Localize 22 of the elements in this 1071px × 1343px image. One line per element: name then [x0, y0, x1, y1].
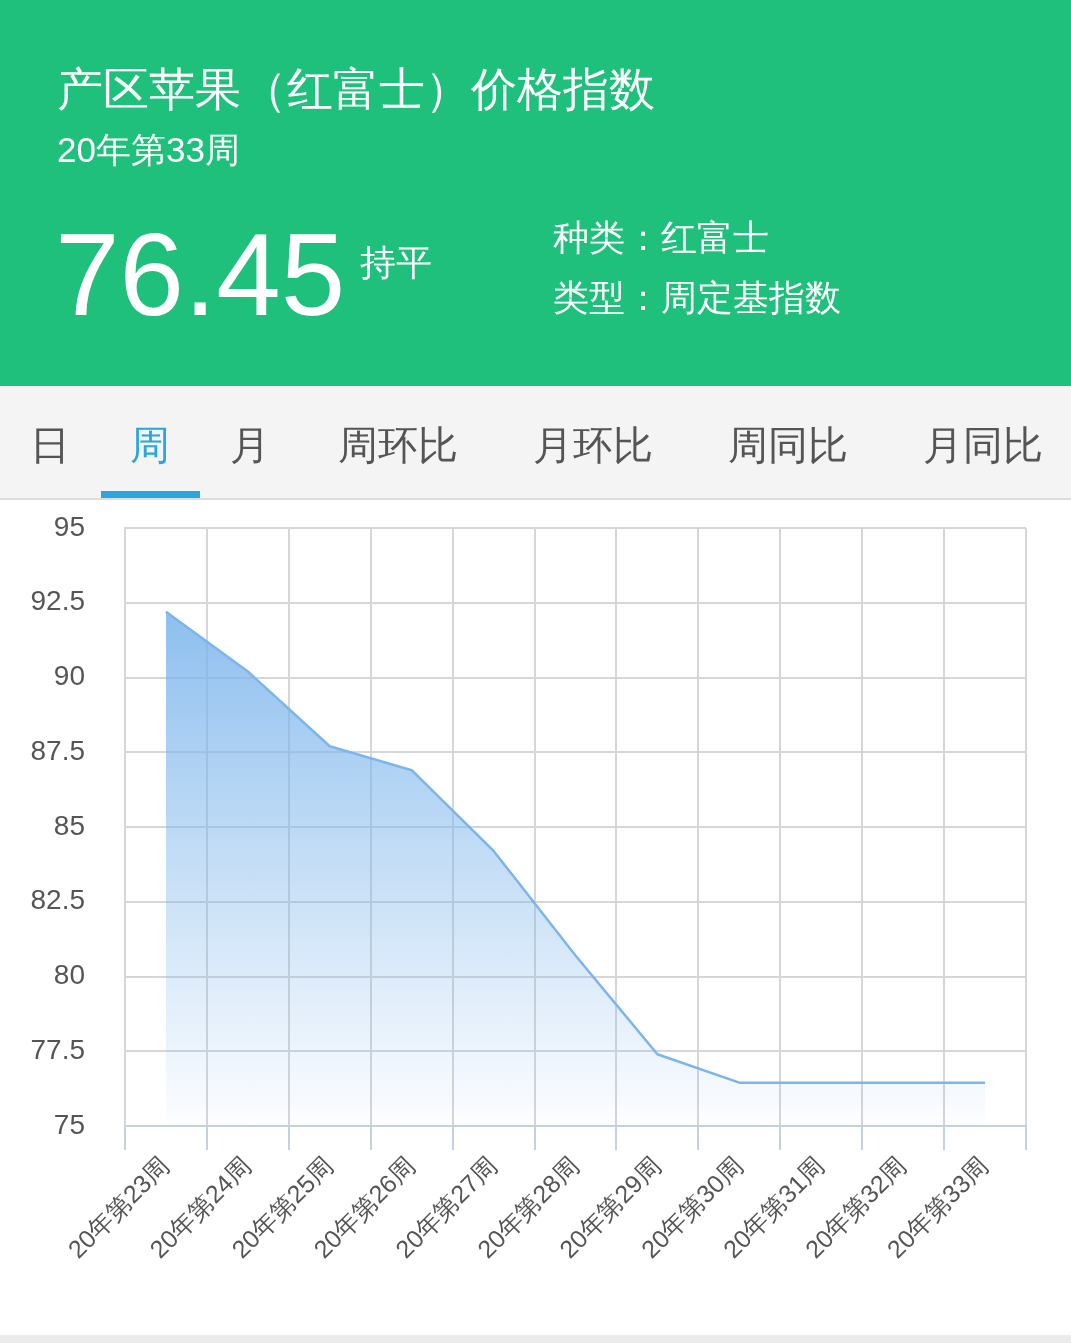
- text: 76.45: [55, 210, 346, 340]
- chart-subtitle: 20年第33周: [57, 130, 240, 169]
- text: 周: [130, 423, 170, 467]
- text: 日: [30, 423, 70, 467]
- y-tick-label: 95: [53, 510, 85, 542]
- text: 月环比: [532, 423, 654, 467]
- text: 月同比: [922, 423, 1044, 467]
- y-tick-label: 85: [53, 809, 85, 841]
- text: 月: [230, 423, 270, 467]
- y-tick-label: 80: [53, 959, 85, 991]
- text: 种类：红富士: [553, 217, 769, 258]
- text: 周同比: [727, 423, 849, 467]
- y-tick-label: 82.5: [30, 884, 85, 916]
- text: 周环比: [337, 423, 459, 467]
- y-tick-label: 87.5: [30, 734, 85, 766]
- y-tick-label: 77.5: [30, 1033, 85, 1065]
- text: 类型：周定基指数: [553, 277, 841, 318]
- y-tick-label: 90: [53, 660, 85, 692]
- chart-title: 产区苹果（红富士）价格指数: [57, 63, 655, 115]
- y-tick-label: 92.5: [30, 585, 85, 617]
- y-tick-label: 75: [53, 1108, 85, 1140]
- text: 持平: [360, 242, 432, 283]
